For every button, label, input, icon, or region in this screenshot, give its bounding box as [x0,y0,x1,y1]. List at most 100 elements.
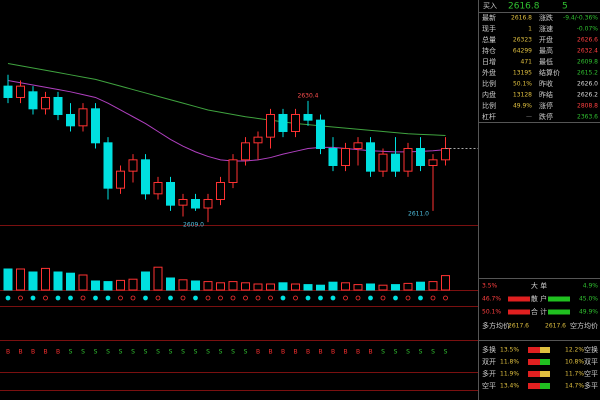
signal-dot [405,295,411,301]
signal-dot [293,295,298,301]
volume-bar [78,274,88,291]
quote-value: 2626.2 [577,92,598,99]
quote-value: 1 [528,26,532,33]
signal-letter: S [194,349,198,356]
position-label: 双平 [584,358,598,366]
quote-label: 总量 [482,35,496,44]
signal-dot [143,295,148,301]
flow-label: 合 计 [531,307,547,316]
signal-dot [118,295,123,301]
flow-right: 4.9% [583,283,599,290]
quote-label: 涨跌 [539,13,553,22]
signal-dot [305,295,311,301]
candle-body [266,113,275,138]
candle-body [116,170,125,189]
volume-bar [266,283,275,291]
volume-bar [291,283,300,291]
signal-letter: B [293,349,297,356]
position-value: 12.2% [565,347,584,354]
signal-letter: S [156,349,160,356]
candle-body [16,85,25,98]
signal-letter: S [231,349,235,356]
flow-left: 46.7% [482,296,501,303]
candle-body [41,96,50,110]
volume-bar [353,284,363,291]
volume-bar [253,283,263,291]
signal-dot [280,295,286,301]
volume-bar [316,284,325,291]
signal-letter: S [181,349,185,356]
quote-value: 2609.8 [577,59,598,66]
signal-letter: B [18,349,22,356]
quote-value: 2615.2 [577,70,598,77]
volume-bar [191,280,200,291]
candle-body [203,198,213,209]
quote-value: — [526,114,532,121]
signal-dot [393,295,398,301]
position-value: 11.8% [500,359,519,366]
volume-bar [441,275,450,291]
volume-bar [278,282,288,291]
signal-letter: B [31,349,35,356]
quote-value: 2363.6 [577,114,598,121]
signal-dot [30,295,36,301]
signal-letter: S [244,349,248,356]
candle-body [103,142,113,189]
quote-label: 昨结 [539,90,553,99]
flow-left: 3.5% [482,283,498,290]
signal-dot [443,295,448,301]
position-label: 多换 [482,345,496,354]
signal-letter: B [281,349,285,356]
quote-label: 比例 [482,79,496,88]
position-value: 14.7% [565,383,584,390]
candle-body [316,119,325,149]
position-value: 13.5% [500,347,519,354]
avg-value: 2617.6 [508,323,529,330]
signal-dot [55,295,61,301]
candle-body [78,108,88,127]
candle-body [178,198,188,206]
flow-bar-red [508,309,530,315]
position-bar [528,383,540,389]
volume-bar [128,278,138,291]
candle-body [278,113,288,132]
signal-letter: S [394,349,398,356]
signal-dot [193,295,198,301]
candle-body [366,142,375,172]
candle-body [403,147,413,172]
volume-bar [328,281,338,291]
flow-right: 45.0% [579,296,598,303]
quote-value: 26323 [513,37,532,44]
quote-label: 开盘 [539,35,553,44]
candle-body [391,153,400,172]
signal-letter: B [331,349,335,356]
signal-letter: S [169,349,173,356]
quote-label: 内盘 [482,90,496,99]
signal-letter: S [131,349,135,356]
signal-dot [18,295,23,301]
signal-dot [105,295,111,301]
avg-label: 空方均价 [570,321,598,330]
candle-body [328,147,338,166]
price-annotation: 2609.0 [183,222,204,229]
quote-value: 2808.8 [577,103,598,110]
quote-value: 471 [521,59,533,66]
position-label: 多开 [482,369,496,378]
quote-label: 结算价 [539,68,560,77]
signal-dot [418,295,423,301]
signal-dot [268,295,273,301]
bid-qty: 5 [562,2,568,12]
signal-letter: S [406,349,410,356]
flow-label: 大 单 [531,281,547,290]
avg-label: 多方均价 [482,321,510,330]
signal-letter: B [56,349,60,356]
quote-value: -9.4/-0.36% [563,15,598,22]
position-label: 空换 [584,345,598,354]
candle-body [291,113,300,132]
quote-label: 杠杆 [482,112,496,121]
bid-label: 买入 [483,2,497,10]
volume-bar [178,279,188,291]
quote-label: 跌停 [539,112,553,121]
volume-bar [3,268,13,291]
candle-body [428,159,438,166]
